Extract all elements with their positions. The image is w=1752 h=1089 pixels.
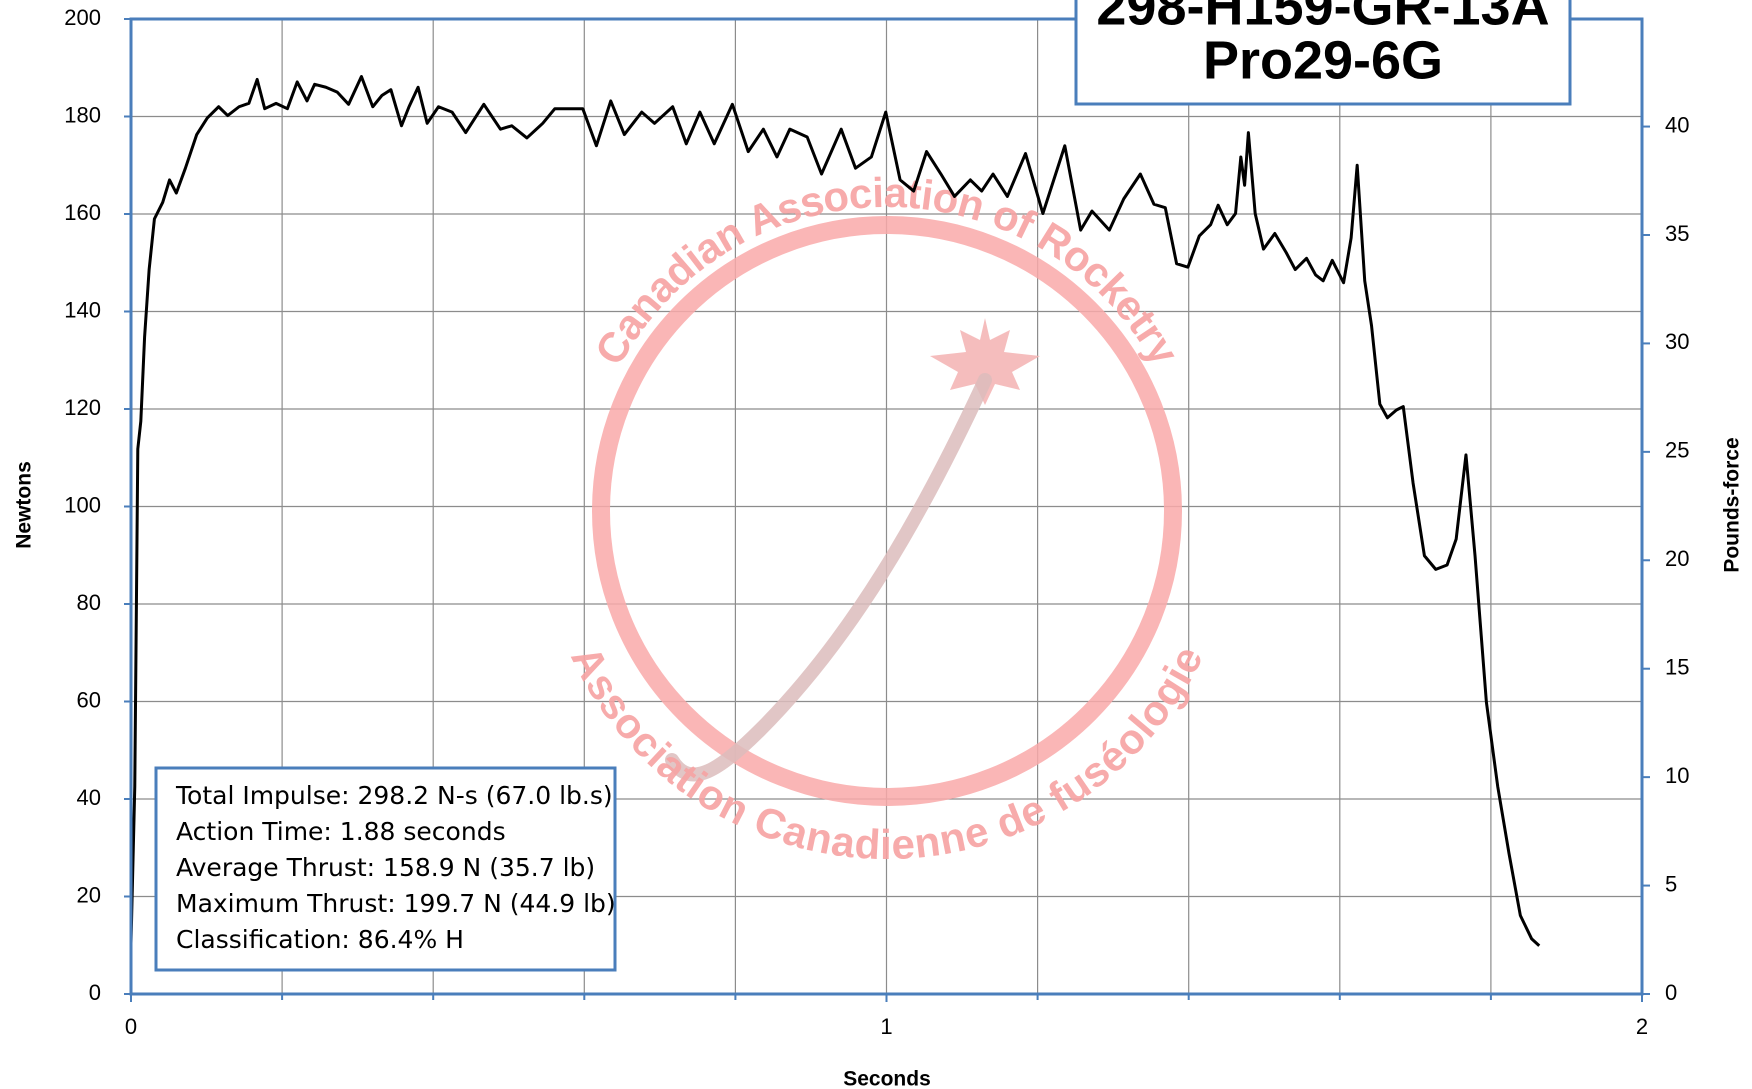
y-tick-label: 160 (64, 200, 101, 225)
watermark-top: Canadian Association of Rocketry (586, 169, 1189, 373)
info-box (154, 766, 617, 972)
y-tick-label: 100 (64, 492, 101, 517)
y-tick-label: 120 (64, 395, 101, 420)
y-tick-label: 40 (77, 785, 101, 810)
y2-axis-title: Pounds-force (1721, 437, 1744, 572)
y-tick-label: 140 (64, 297, 101, 322)
y2-tick-label: 0 (1665, 980, 1677, 1005)
watermark-text: Canadian Association of Rocketry (586, 169, 1189, 373)
x-tick-label: 0 (125, 1014, 137, 1039)
y2-tick-label: 25 (1665, 438, 1689, 463)
watermark-ring (592, 216, 1182, 806)
y-tick-label: 180 (64, 102, 101, 127)
title-box (1074, 0, 1572, 106)
y-tick-label: 80 (77, 590, 101, 615)
watermark-leaf (930, 318, 1040, 405)
x-tick-label: 2 (1636, 1014, 1648, 1039)
y-tick-label: 0 (89, 980, 101, 1005)
y-tick-label: 200 (64, 5, 101, 30)
info: Total Impulse: 298.2 N-s (67.0 lb.s) Acti… (175, 781, 616, 954)
thrust-line (129, 75, 1541, 947)
plot-frame (129, 17, 1644, 996)
info-line: Action Time: 1.88 seconds (176, 817, 506, 846)
y-tick-label: 60 (77, 687, 101, 712)
y2-tick-label: 30 (1665, 329, 1689, 354)
y-tick-label: 20 (77, 882, 101, 907)
info-line: Total Impulse: 298.2 N-s (67.0 lb.s) (175, 781, 613, 810)
chart-title: 298-H159-GR-13A (1096, 0, 1549, 36)
y2-tick-label: 15 (1665, 655, 1689, 680)
x-tick-label: 1 (880, 1014, 892, 1039)
y-axis-title: Newtons (13, 461, 36, 549)
y2-tick-label: 40 (1665, 112, 1689, 137)
info-line: Classification: 86.4% H (176, 925, 464, 954)
plot (129, 75, 1541, 947)
x-axis-title: Seconds (843, 1068, 931, 1089)
y2-tick-label: 20 (1665, 546, 1689, 571)
watermark-swoosh (665, 373, 992, 782)
y2-tick-label: 10 (1665, 763, 1689, 788)
info-line: Average Thrust: 158.9 N (35.7 lb) (176, 853, 595, 882)
info-line: Maximum Thrust: 199.7 N (44.9 lb) (176, 889, 616, 918)
y2-tick-label: 35 (1665, 221, 1689, 246)
y2-tick-label: 5 (1665, 871, 1677, 896)
chart-subtitle: Pro29-6G (1203, 30, 1443, 90)
